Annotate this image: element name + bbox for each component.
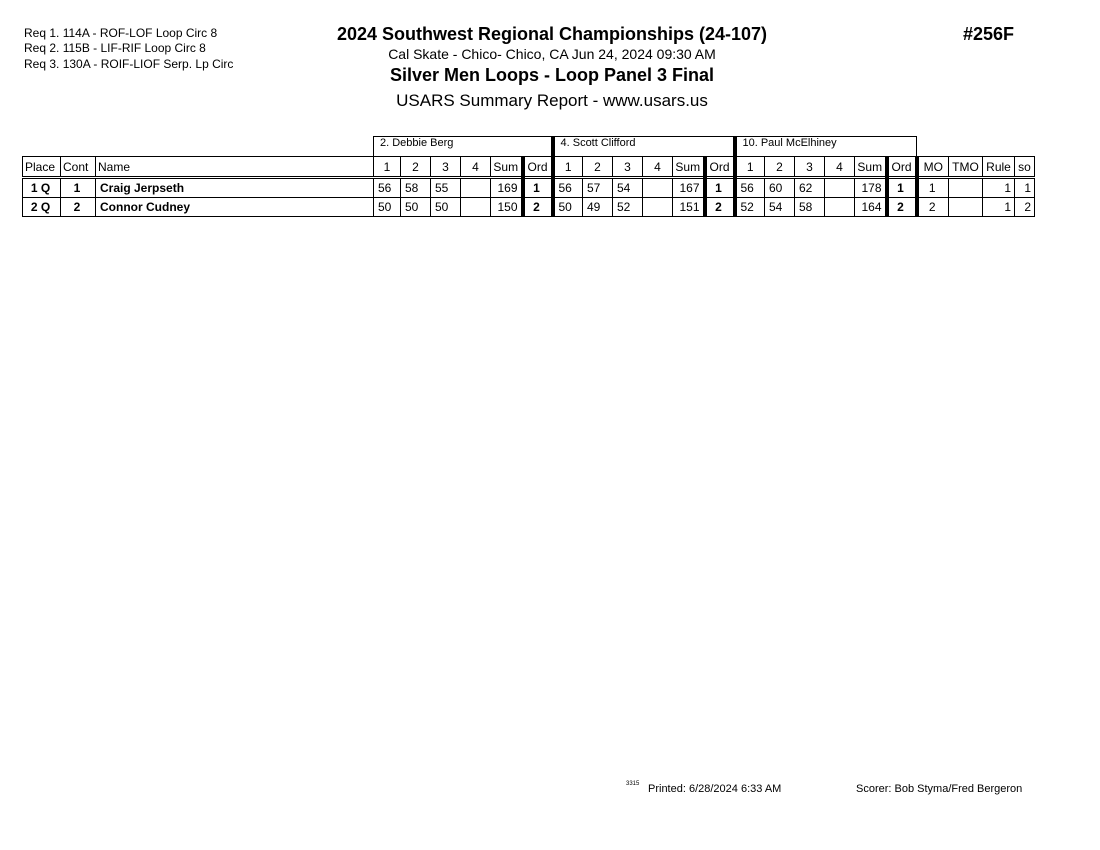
col-s2: 2: [400, 156, 431, 179]
score-s3: 54: [612, 177, 643, 198]
score-s2: 49: [582, 197, 613, 217]
col-s4: 4: [824, 156, 855, 179]
score-s1: 50: [550, 197, 583, 217]
blank: [23, 137, 374, 157]
rule: 1: [982, 197, 1015, 217]
so: 1: [1014, 177, 1035, 198]
score-s1: 50: [373, 197, 401, 217]
contestant-number: 1: [60, 177, 96, 198]
score-s1: 56: [373, 177, 401, 198]
requirement-1: Req 1. 114A - ROF-LOF Loop Circ 8: [24, 26, 218, 40]
col-mo: MO: [916, 156, 949, 179]
score-s2: 60: [764, 177, 795, 198]
scorer: Scorer: Bob Styma/Fred Bergeron: [856, 783, 1023, 795]
requirement-2: Req 2. 115B - LIF-RIF Loop Circ 8: [24, 41, 206, 55]
col-s3: 3: [794, 156, 825, 179]
skater-name: Connor Cudney: [95, 197, 374, 217]
score-s3: 58: [794, 197, 825, 217]
table-row: 1 Q 1 Craig Jerpseth 56 58 55 169 1 56 57 54 167 1 56…: [22, 177, 1035, 198]
tmo: [948, 197, 983, 217]
col-sum: Sum: [672, 156, 705, 179]
score-s3: 52: [612, 197, 643, 217]
col-place: Place: [22, 156, 61, 179]
col-cont: Cont: [60, 156, 96, 179]
event-number: #256F: [963, 24, 1015, 44]
col-sum: Sum: [854, 156, 887, 179]
score-s1: 56: [732, 177, 765, 198]
contestant-number: 2: [60, 197, 96, 217]
report-title: USARS Summary Report - www.usars.us: [396, 91, 708, 110]
col-ord: Ord: [884, 156, 919, 179]
score-sum: 169: [490, 177, 523, 198]
event-title: Silver Men Loops - Loop Panel 3 Final: [389, 65, 715, 85]
col-s3: 3: [430, 156, 461, 179]
tmo: [948, 177, 983, 198]
rule: 1: [982, 177, 1015, 198]
score-ord: 1: [520, 177, 555, 198]
score-s3: 50: [430, 197, 461, 217]
skater-name: Craig Jerpseth: [95, 177, 374, 198]
score-s2: 54: [764, 197, 795, 217]
col-rule: Rule: [982, 156, 1015, 179]
score-s4: [824, 197, 855, 217]
score-s2: 50: [400, 197, 431, 217]
score-ord: 2: [520, 197, 555, 217]
score-s3: 62: [794, 177, 825, 198]
so: 2: [1014, 197, 1035, 217]
location-date: Cal Skate - Chico- Chico, CA Jun 24, 202…: [388, 46, 716, 62]
score-s4: [824, 177, 855, 198]
score-ord: 2: [702, 197, 737, 217]
score-sum: 167: [672, 177, 705, 198]
score-s4: [460, 177, 491, 198]
col-s4: 4: [460, 156, 491, 179]
blank: [917, 137, 1035, 157]
score-s1: 52: [732, 197, 765, 217]
score-ord: 1: [884, 177, 919, 198]
col-s4: 4: [642, 156, 673, 179]
score-sum: 164: [854, 197, 887, 217]
col-s2: 2: [582, 156, 613, 179]
competition-title: 2024 Southwest Regional Championships (2…: [336, 24, 768, 44]
score-s3: 55: [430, 177, 461, 198]
table-row: 2 Q 2 Connor Cudney 50 50 50 150 2 50 49 52 151 2 52 5…: [22, 197, 1035, 217]
score-s4: [460, 197, 491, 217]
col-s1: 1: [550, 156, 583, 179]
score-sum: 151: [672, 197, 705, 217]
judge-name: 2. Debbie Berg: [373, 136, 553, 157]
judge-name: 4. Scott Clifford: [550, 136, 735, 157]
col-s1: 1: [732, 156, 765, 179]
col-ord: Ord: [520, 156, 555, 179]
score-sum: 150: [490, 197, 523, 217]
col-sum: Sum: [490, 156, 523, 179]
score-s1: 56: [550, 177, 583, 198]
score-s2: 58: [400, 177, 431, 198]
score-ord: 2: [884, 197, 919, 217]
judge-name: 10. Paul McElhiney: [732, 136, 917, 157]
col-s2: 2: [764, 156, 795, 179]
mo: 1: [916, 177, 949, 198]
place: 1 Q: [22, 177, 61, 198]
score-s2: 57: [582, 177, 613, 198]
mo: 2: [916, 197, 949, 217]
place: 2 Q: [22, 197, 61, 217]
col-s3: 3: [612, 156, 643, 179]
score-sum: 178: [854, 177, 887, 198]
col-s1: 1: [373, 156, 401, 179]
results-table: 2. Debbie Berg 4. Scott Clifford 10. Paul …: [22, 136, 1035, 217]
col-tmo: TMO: [948, 156, 983, 179]
col-name: Name: [95, 156, 374, 179]
col-so: so: [1014, 156, 1035, 179]
score-s4: [642, 177, 673, 198]
page-code: 3315: [626, 781, 640, 787]
printed-date: Printed: 6/28/2024 6:33 AM: [648, 783, 782, 795]
col-ord: Ord: [702, 156, 737, 179]
score-ord: 1: [702, 177, 737, 198]
requirement-3: Req 3. 130A - ROIF-LIOF Serp. Lp Circ: [24, 57, 234, 71]
score-s4: [642, 197, 673, 217]
